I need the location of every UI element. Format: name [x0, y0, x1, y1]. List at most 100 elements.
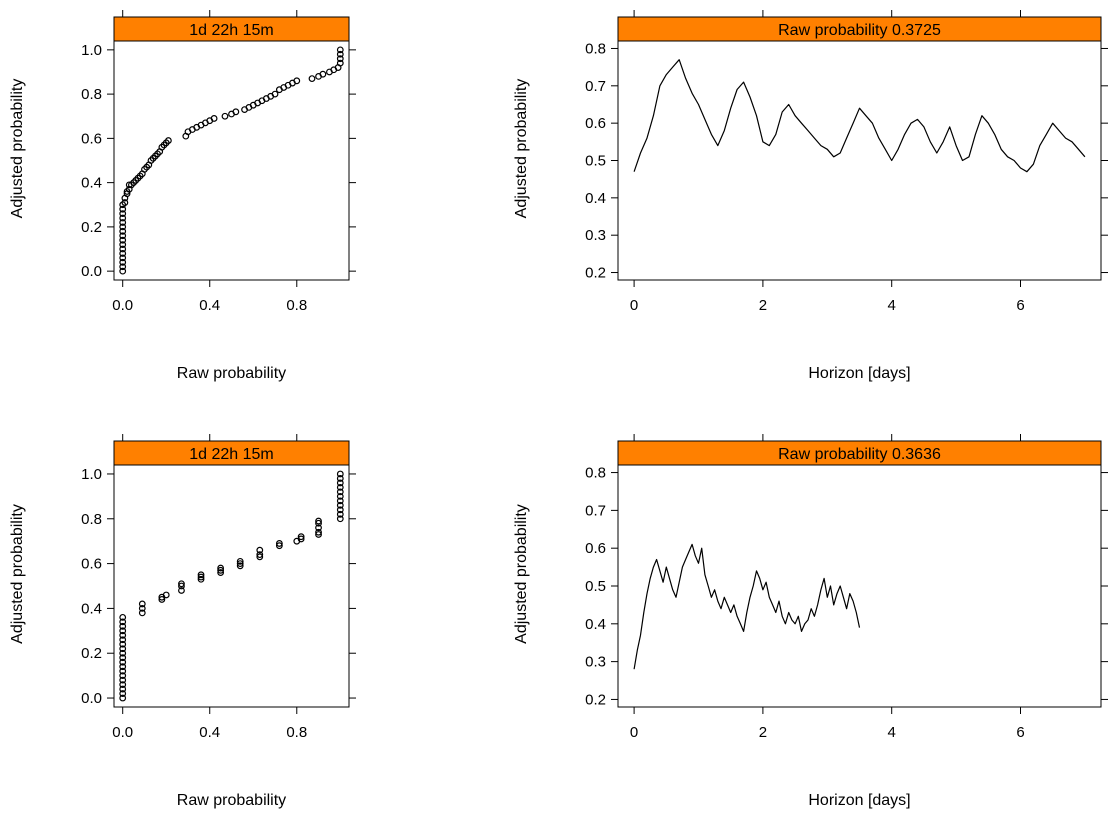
scatter-point: [256, 546, 264, 554]
scatter-point: [119, 219, 127, 226]
scatter-point: [164, 137, 172, 144]
scatter-point: [315, 528, 322, 536]
x-tick-label: 2: [759, 297, 767, 314]
scatter-point: [336, 510, 344, 518]
scatter-point: [236, 562, 244, 570]
scatter-point: [256, 553, 264, 561]
y-axis-title: Adjusted probability: [9, 504, 26, 644]
x-axis-title: Horizon [days]: [808, 365, 910, 382]
scatter-point: [119, 663, 127, 671]
scatter-point: [293, 77, 301, 85]
y-tick-label: 1.0: [81, 42, 102, 59]
scatter-point: [336, 475, 344, 482]
strip-label: Raw probability 0.3636: [778, 446, 941, 463]
x-axis-title: Raw probability: [177, 792, 286, 809]
y-tick-label: 0.8: [81, 86, 102, 103]
scatter-point: [158, 596, 166, 603]
series-line: [633, 543, 861, 670]
scatter-point: [210, 115, 218, 122]
scatter-point: [236, 557, 244, 565]
scatter-point: [119, 258, 127, 266]
x-axis-title: Raw probability: [177, 365, 286, 382]
scatter-point: [119, 210, 127, 218]
y-tick-label: 0.7: [585, 78, 606, 95]
x-tick-label: 0.0: [112, 297, 133, 314]
y-tick-label: 0.3: [585, 227, 606, 244]
y-tick-label: 0.8: [585, 40, 606, 57]
data-marks: [633, 59, 1086, 173]
scatter-point: [336, 501, 344, 509]
scatter-point: [119, 649, 127, 657]
scatter-point: [336, 59, 344, 67]
scatter-point: [236, 560, 244, 567]
y-tick-label: 0.6: [585, 115, 606, 132]
scatter-point: [271, 90, 279, 98]
panel-bottom-right: Raw probability 0.3636 0 2 4 60.20.30.40.50…: [513, 434, 1108, 809]
y-axis-title: Adjusted probability: [9, 79, 26, 219]
x-tick-label: 0.0: [112, 724, 133, 741]
scatter-point: [315, 519, 322, 527]
scatter-point: [315, 524, 322, 532]
scatter-point: [336, 479, 344, 487]
x-axis-title: Horizon [days]: [808, 792, 910, 809]
y-tick-label: 0.2: [81, 645, 102, 662]
scatter-point: [336, 55, 344, 63]
axes: 0.0 0.4 0.8 0.0 0.2 0.4 0.6 0.8 1.0: [81, 434, 356, 741]
y-tick-label: 0.5: [585, 578, 606, 595]
y-tick-label: 0.6: [585, 540, 606, 557]
plot-frame: [113, 464, 350, 708]
scatter-point: [308, 75, 316, 83]
scatter-point: [119, 672, 127, 680]
panel-bottom-left: 1d 22h 15m 0.0 0.4 0.8 0.0 0.2 0.4 0.6 0.8 1.0 R…: [9, 434, 356, 809]
scatter-point: [336, 470, 344, 478]
scatter-point: [119, 618, 127, 626]
scatter-point: [119, 267, 127, 275]
scatter-point: [197, 575, 205, 583]
scatter-point: [119, 250, 127, 257]
y-axis-title: Adjusted probability: [513, 79, 530, 219]
scatter-point: [217, 569, 225, 576]
scatter-point: [119, 236, 127, 244]
y-tick-label: 0.6: [81, 130, 102, 147]
x-tick-label: 4: [888, 724, 896, 741]
y-tick-label: 0.4: [81, 600, 102, 617]
scatter-point: [119, 263, 127, 271]
scatter-point: [336, 46, 344, 54]
data-marks: [119, 46, 344, 275]
scatter-point: [119, 645, 127, 653]
scatter-point: [119, 227, 127, 235]
scatter-point: [315, 517, 322, 525]
scatter-point: [119, 631, 127, 639]
x-tick-label: 0.4: [199, 724, 220, 741]
axes: 0 2 4 6 0.2 0.3 0.4 0.5 0.6 0.7 0.8: [585, 434, 1108, 741]
y-tick-label: 1.0: [81, 466, 102, 483]
y-tick-label: 0.6: [81, 556, 102, 573]
y-tick-label: 0.8: [81, 511, 102, 528]
y-tick-label: 0.7: [585, 502, 606, 519]
y-tick-label: 0.4: [585, 190, 606, 207]
scatter-point: [275, 540, 283, 547]
scatter-point: [119, 205, 127, 213]
x-tick-label: 4: [888, 297, 896, 314]
x-tick-label: 0.8: [286, 724, 307, 741]
scatter-point: [119, 690, 127, 697]
y-tick-label: 0.8: [585, 465, 606, 482]
scatter-point: [119, 613, 127, 621]
scatter-point: [138, 600, 146, 608]
panel-top-right: Raw probability 0.3725 0 2 4 60.20.30.40.50…: [513, 10, 1108, 382]
plot-frame: [617, 40, 1102, 281]
scatter-point: [138, 605, 146, 612]
x-tick-label: 0.8: [286, 297, 307, 314]
scatter-point: [297, 535, 305, 543]
scatter-point: [336, 492, 344, 500]
strip-background: [617, 440, 1102, 466]
scatter-point: [178, 580, 185, 588]
scatter-point: [197, 573, 205, 581]
x-tick-label: 6: [1016, 297, 1024, 314]
y-tick-label: 0.4: [81, 175, 102, 192]
scatter-point: [336, 50, 344, 58]
scatter-point: [217, 564, 225, 572]
strip-label: Raw probability 0.3725: [778, 22, 941, 39]
y-tick-label: 0.2: [585, 265, 606, 282]
